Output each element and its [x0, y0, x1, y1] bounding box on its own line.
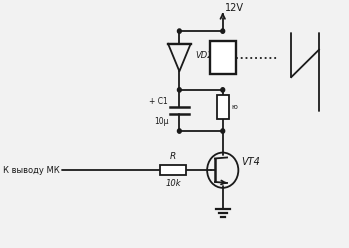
Text: + C1: + C1	[149, 97, 168, 106]
Bar	[210, 41, 236, 74]
Text: 10k: 10k	[165, 179, 181, 188]
Text: ю: ю	[231, 104, 237, 110]
Circle shape	[221, 129, 225, 133]
Circle shape	[178, 88, 181, 92]
Text: К выводу МК: К выводу МК	[3, 166, 60, 175]
Text: 12V: 12V	[225, 3, 244, 13]
Circle shape	[178, 129, 181, 133]
Bar	[160, 165, 186, 175]
Text: VT4: VT4	[241, 157, 260, 167]
Text: VD2: VD2	[195, 51, 213, 60]
Text: 10μ: 10μ	[155, 117, 169, 126]
Text: R: R	[170, 152, 177, 161]
Bar	[217, 95, 229, 119]
Circle shape	[221, 29, 225, 33]
Circle shape	[221, 88, 225, 92]
Circle shape	[178, 29, 181, 33]
